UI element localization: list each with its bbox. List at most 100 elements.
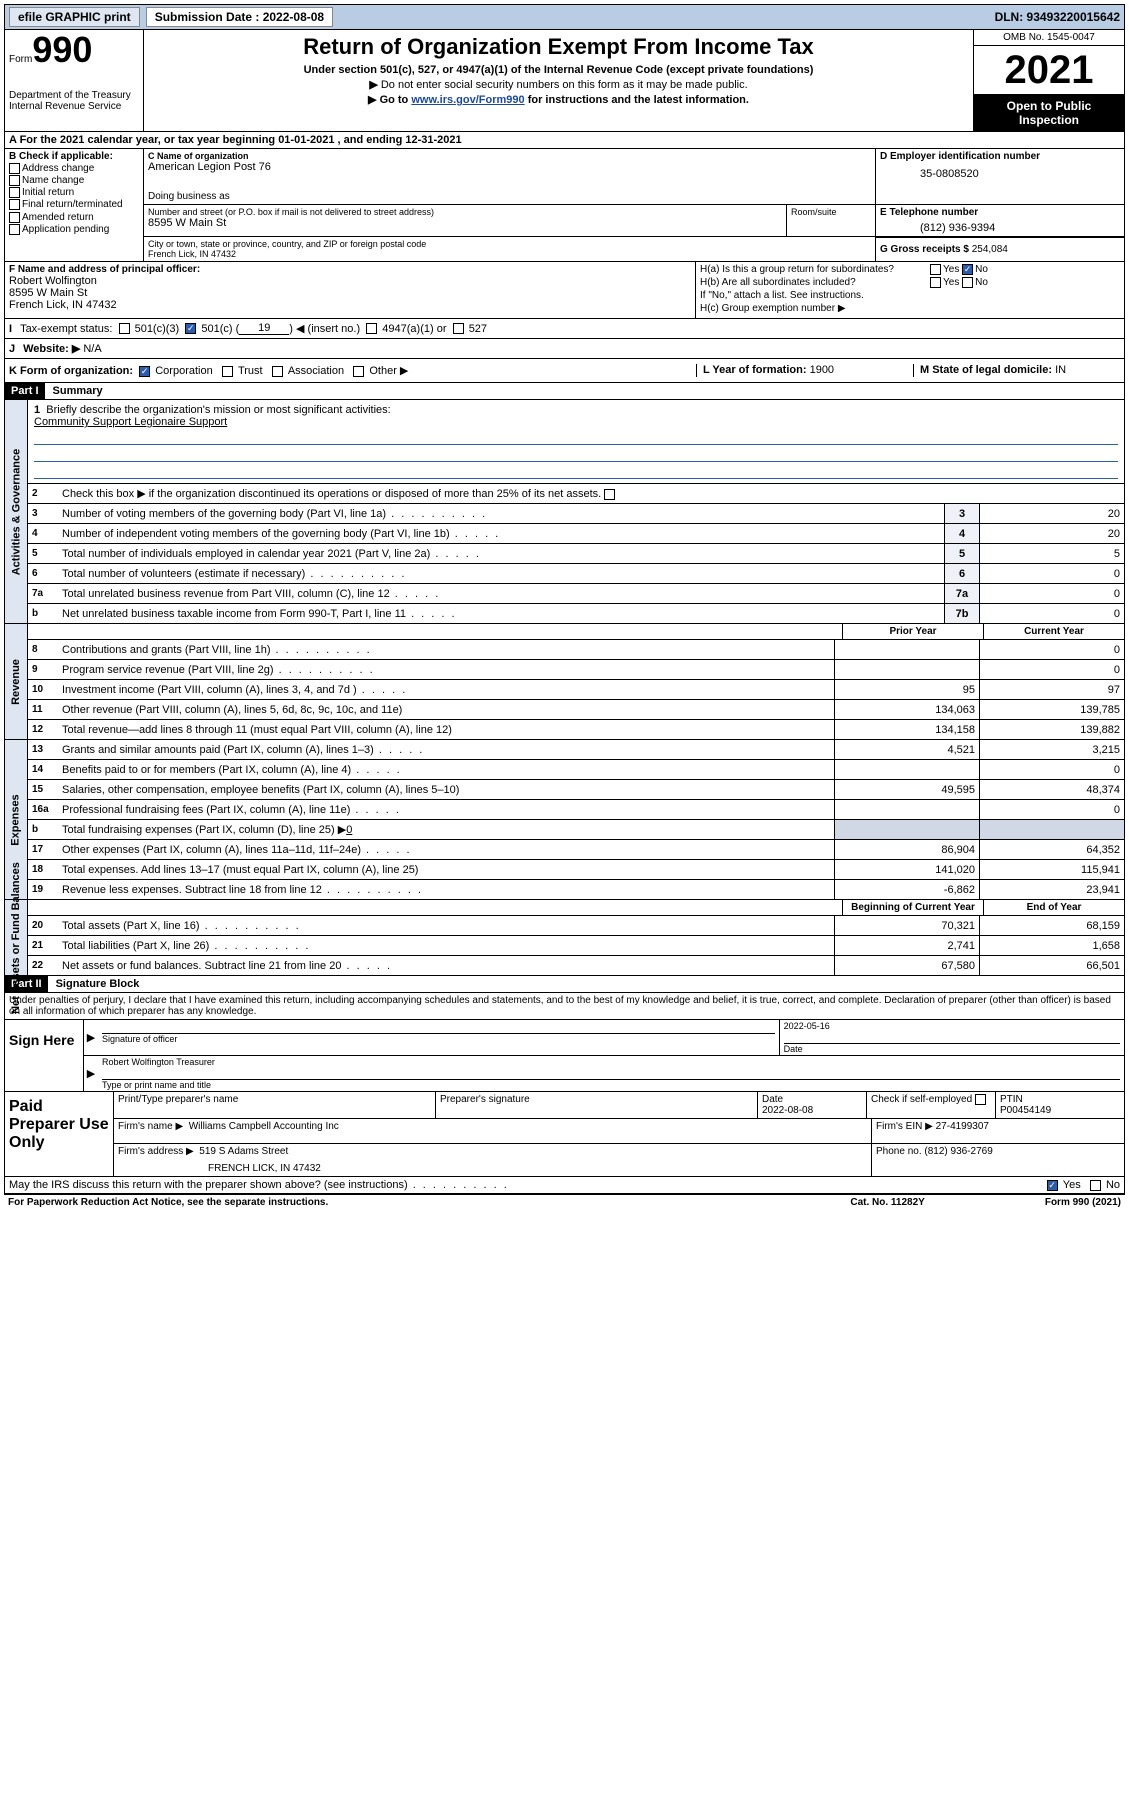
cbx-self-employed[interactable] (975, 1094, 986, 1105)
part-ii-header: Part II Signature Block (4, 976, 1125, 993)
officer-street: 8595 W Main St (9, 287, 691, 299)
revenue-section: Revenue Prior Year Current Year 8Contrib… (4, 624, 1125, 740)
cbx-corporation[interactable] (139, 366, 150, 377)
firm-address-1: 519 S Adams Street (199, 1146, 288, 1157)
line-10-prior: 95 (834, 680, 979, 699)
line-18-prior: 141,020 (834, 860, 979, 879)
cbx-name-change[interactable] (9, 175, 20, 186)
form-subtitle: Under section 501(c), 527, or 4947(a)(1)… (150, 64, 967, 76)
top-toolbar: efile GRAPHIC print Submission Date : 20… (4, 4, 1125, 30)
hc-label: H(c) Group exemption number ▶ (700, 303, 846, 314)
officer-name-label: Type or print name and title (102, 1079, 1120, 1090)
cbx-may-no[interactable] (1090, 1180, 1101, 1191)
year-header: Prior Year Current Year (28, 624, 1124, 640)
cbx-501c[interactable] (185, 323, 196, 334)
form-id-block: Form990 Department of the Treasury Inter… (5, 30, 144, 131)
line-9-curr: 0 (979, 660, 1124, 679)
cbx-other[interactable] (353, 366, 364, 377)
street-value: 8595 W Main St (148, 217, 782, 229)
line-13-curr: 3,215 (979, 740, 1124, 759)
line-20-text: Total assets (Part X, line 16) (60, 919, 834, 933)
line-12-curr: 139,882 (979, 720, 1124, 739)
line-12-prior: 134,158 (834, 720, 979, 739)
governance-section: Activities & Governance 1 Briefly descri… (4, 400, 1125, 624)
cbx-4947a1[interactable] (366, 323, 377, 334)
goto-prefix: Go to (380, 94, 412, 106)
cbx-application-pending[interactable] (9, 224, 20, 235)
org-name-cell: C Name of organization American Legion P… (144, 149, 876, 204)
line-10-text: Investment income (Part VIII, column (A)… (60, 683, 834, 697)
officer-label: F Name and address of principal officer: (9, 264, 691, 275)
line-17-text: Other expenses (Part IX, column (A), lin… (60, 843, 834, 857)
line-17-curr: 64,352 (979, 840, 1124, 859)
line-12-text: Total revenue—add lines 8 through 11 (mu… (60, 723, 834, 737)
line-8-curr: 0 (979, 640, 1124, 659)
cbx-ha-yes[interactable] (930, 264, 941, 275)
paid-preparer-label: Paid Preparer Use Only (5, 1092, 114, 1176)
signature-intro: Under penalties of perjury, I declare th… (4, 993, 1125, 1020)
telephone-cell: E Telephone number (812) 936-9394 (876, 205, 1124, 236)
signature-date-value: 2022-05-16 (784, 1021, 1120, 1031)
ptin-value: P00454149 (1000, 1105, 1120, 1116)
cbx-association[interactable] (272, 366, 283, 377)
cbx-amended-return[interactable] (9, 212, 20, 223)
part-i-num: Part I (5, 383, 45, 399)
cbx-ha-no[interactable] (962, 264, 973, 275)
line-22-text: Net assets or fund balances. Subtract li… (60, 959, 834, 973)
efile-print-button[interactable]: efile GRAPHIC print (9, 7, 140, 27)
line-9-prior (834, 660, 979, 679)
ssn-note: Do not enter social security numbers on … (381, 79, 748, 91)
row-a-tax-year: A For the 2021 calendar year, or tax yea… (4, 132, 1125, 149)
principal-officer-cell: F Name and address of principal officer:… (5, 262, 696, 318)
cbx-501c3[interactable] (119, 323, 130, 334)
may-discuss-text: May the IRS discuss this return with the… (9, 1179, 509, 1191)
cbx-trust[interactable] (222, 366, 233, 377)
line-14-curr: 0 (979, 760, 1124, 779)
cbx-527[interactable] (453, 323, 464, 334)
officer-signature-cell[interactable]: Signature of officer (98, 1020, 779, 1055)
cbx-address-change[interactable] (9, 163, 20, 174)
cbx-may-yes[interactable] (1047, 1180, 1058, 1191)
room-cell: Room/suite (787, 205, 876, 236)
cbx-final-return[interactable] (9, 199, 20, 210)
balance-header: Beginning of Current Year End of Year (28, 900, 1124, 916)
cbx-hb-no[interactable] (962, 277, 973, 288)
firm-name-cell: Firm's name ▶ Williams Campbell Accounti… (114, 1119, 871, 1143)
footer-left: For Paperwork Reduction Act Notice, see … (8, 1197, 328, 1208)
cbx-discontinued[interactable] (604, 489, 615, 500)
firm-address-2: FRENCH LICK, IN 47432 (208, 1163, 867, 1174)
hb-note: If "No," attach a list. See instructions… (700, 290, 864, 301)
website-label: Website: ▶ (23, 342, 80, 355)
firm-ein-value: 27-4199307 (936, 1121, 989, 1132)
cbx-hb-yes[interactable] (930, 277, 941, 288)
col-c-org: C Name of organization American Legion P… (144, 149, 1124, 261)
501c-number: 19 (239, 322, 289, 335)
footer-right: Form 990 (2021) (1045, 1197, 1121, 1208)
irs-link[interactable]: www.irs.gov/Form990 (411, 94, 524, 106)
side-net-assets: Net Assets or Fund Balances (5, 900, 28, 975)
mission-label: Briefly describe the organization's miss… (46, 404, 390, 416)
form-word: Form (9, 54, 32, 65)
signature-date-label: Date (784, 1043, 1120, 1054)
ein-label: D Employer identification number (880, 151, 1120, 162)
goto-suffix: for instructions and the latest informat… (525, 94, 749, 106)
footer-cat: Cat. No. 11282Y (850, 1197, 924, 1208)
cbx-initial-return[interactable] (9, 187, 20, 198)
org-name-label: C Name of organization (148, 151, 871, 161)
row-i-lead: I (9, 323, 12, 335)
prior-year-hd: Prior Year (842, 624, 983, 639)
line-5-val: 5 (979, 544, 1124, 563)
city-cell: City or town, state or province, country… (144, 237, 876, 261)
line-11-prior: 134,063 (834, 700, 979, 719)
dept-label: Department of the Treasury (9, 90, 139, 101)
line-9-text: Program service revenue (Part VIII, line… (60, 663, 834, 677)
firm-address-cell: Firm's address ▶ 519 S Adams Street FREN… (114, 1144, 871, 1176)
telephone-value: (812) 936-9394 (920, 222, 1120, 234)
preparer-sig-hd: Preparer's signature (435, 1092, 757, 1118)
self-employed-cell: Check if self-employed (866, 1092, 995, 1118)
form-of-org-label: K Form of organization: (9, 365, 133, 377)
arrow-icon: ▶ (84, 1020, 98, 1055)
row-j-website: J Website: ▶ N/A (4, 339, 1125, 359)
line-7a-text: Total unrelated business revenue from Pa… (60, 587, 944, 601)
line-7b-val: 0 (979, 604, 1124, 623)
